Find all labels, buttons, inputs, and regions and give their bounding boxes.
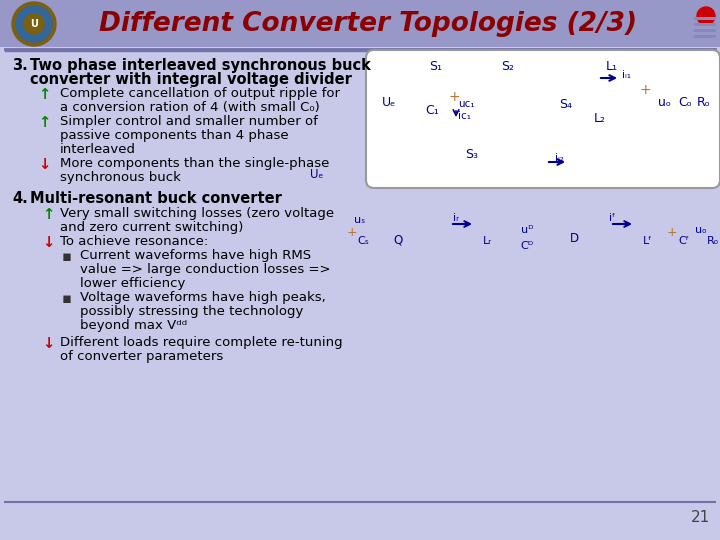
- Text: D: D: [570, 232, 579, 245]
- Text: Lᶠ: Lᶠ: [643, 236, 653, 246]
- Text: a conversion ration of 4 (with small C₀): a conversion ration of 4 (with small C₀): [60, 101, 320, 114]
- Text: +: +: [448, 90, 460, 104]
- Text: Q: Q: [393, 233, 402, 246]
- Text: interleaved: interleaved: [60, 143, 136, 156]
- Text: More components than the single-phase: More components than the single-phase: [60, 157, 329, 170]
- Circle shape: [16, 6, 52, 42]
- Text: +: +: [347, 226, 357, 239]
- Text: uᴰ: uᴰ: [521, 225, 534, 235]
- Text: ↓: ↓: [42, 336, 54, 351]
- Text: of converter parameters: of converter parameters: [60, 350, 223, 363]
- Text: Simpler control and smaller number of: Simpler control and smaller number of: [60, 115, 318, 128]
- Text: Uₑ: Uₑ: [310, 168, 323, 181]
- Text: Rₒ: Rₒ: [707, 236, 719, 246]
- Text: Complete cancellation of output ripple for: Complete cancellation of output ripple f…: [60, 87, 340, 100]
- Text: ↑: ↑: [38, 115, 50, 130]
- Text: ↑: ↑: [38, 87, 50, 102]
- Text: iᵣ: iᵣ: [453, 213, 459, 223]
- Text: C₁: C₁: [425, 104, 439, 117]
- Text: Cᶠ: Cᶠ: [678, 236, 690, 246]
- Text: iᶠ: iᶠ: [608, 213, 616, 223]
- Text: S₂: S₂: [502, 59, 515, 72]
- FancyBboxPatch shape: [366, 50, 720, 188]
- Text: uₛ: uₛ: [354, 215, 366, 225]
- Text: and zero current switching): and zero current switching): [60, 221, 243, 234]
- Text: Cₒ: Cₒ: [678, 97, 692, 110]
- Text: L₁: L₁: [606, 59, 618, 72]
- Text: Very small switching losses (zero voltage: Very small switching losses (zero voltag…: [60, 207, 334, 220]
- Text: ↑: ↑: [42, 207, 54, 222]
- Text: To achieve resonance:: To achieve resonance:: [60, 235, 208, 248]
- Text: iₗ₂: iₗ₂: [555, 153, 564, 163]
- Text: uᴄ₁: uᴄ₁: [458, 99, 474, 109]
- Text: S₃: S₃: [466, 147, 479, 160]
- Text: value => large conduction losses =>: value => large conduction losses =>: [80, 263, 330, 276]
- FancyBboxPatch shape: [694, 29, 716, 31]
- Text: ▪: ▪: [62, 291, 72, 306]
- Text: beyond max Vᵈᵈ: beyond max Vᵈᵈ: [80, 319, 187, 332]
- Text: converter with integral voltage divider: converter with integral voltage divider: [30, 72, 352, 87]
- Text: S₄: S₄: [559, 98, 572, 111]
- Text: Two phase interleaved synchronous buck: Two phase interleaved synchronous buck: [30, 58, 371, 73]
- Text: ↓: ↓: [42, 235, 54, 250]
- Circle shape: [697, 7, 715, 25]
- Text: Lᵣ: Lᵣ: [482, 236, 492, 246]
- Text: +: +: [667, 226, 678, 239]
- Text: lower efficiency: lower efficiency: [80, 277, 185, 290]
- Text: ↓: ↓: [38, 157, 50, 172]
- Text: 21: 21: [690, 510, 710, 525]
- Text: Uₑ: Uₑ: [382, 97, 396, 110]
- Text: Different Converter Topologies (2/3): Different Converter Topologies (2/3): [99, 11, 637, 37]
- Text: +: +: [639, 83, 651, 97]
- Text: uₒ: uₒ: [658, 97, 671, 110]
- FancyBboxPatch shape: [694, 23, 716, 25]
- Text: passive components than 4 phase: passive components than 4 phase: [60, 129, 289, 142]
- Text: S₁: S₁: [430, 59, 443, 72]
- Circle shape: [24, 14, 44, 34]
- Text: L₂: L₂: [594, 111, 606, 125]
- Text: uₒ: uₒ: [695, 225, 707, 235]
- FancyBboxPatch shape: [0, 0, 720, 47]
- Text: Multi-resonant buck converter: Multi-resonant buck converter: [30, 191, 282, 206]
- Text: U: U: [30, 19, 38, 29]
- Text: iᴄ₁: iᴄ₁: [458, 111, 471, 121]
- FancyBboxPatch shape: [694, 35, 716, 37]
- Text: Cₛ: Cₛ: [357, 236, 369, 246]
- Text: Different loads require complete re-tuning: Different loads require complete re-tuni…: [60, 336, 343, 349]
- Circle shape: [12, 2, 56, 46]
- FancyBboxPatch shape: [694, 17, 716, 19]
- Text: 4.: 4.: [12, 191, 28, 206]
- Text: Rₒ: Rₒ: [697, 97, 711, 110]
- Text: Cᴰ: Cᴰ: [521, 241, 534, 251]
- Text: ▪: ▪: [62, 249, 72, 264]
- Text: iₗ₁: iₗ₁: [622, 70, 631, 80]
- Text: synchronous buck: synchronous buck: [60, 171, 181, 184]
- Text: Voltage waveforms have high peaks,: Voltage waveforms have high peaks,: [80, 291, 325, 304]
- Text: 3.: 3.: [12, 58, 28, 73]
- Text: Current waveforms have high RMS: Current waveforms have high RMS: [80, 249, 311, 262]
- Text: possibly stressing the technology: possibly stressing the technology: [80, 305, 303, 318]
